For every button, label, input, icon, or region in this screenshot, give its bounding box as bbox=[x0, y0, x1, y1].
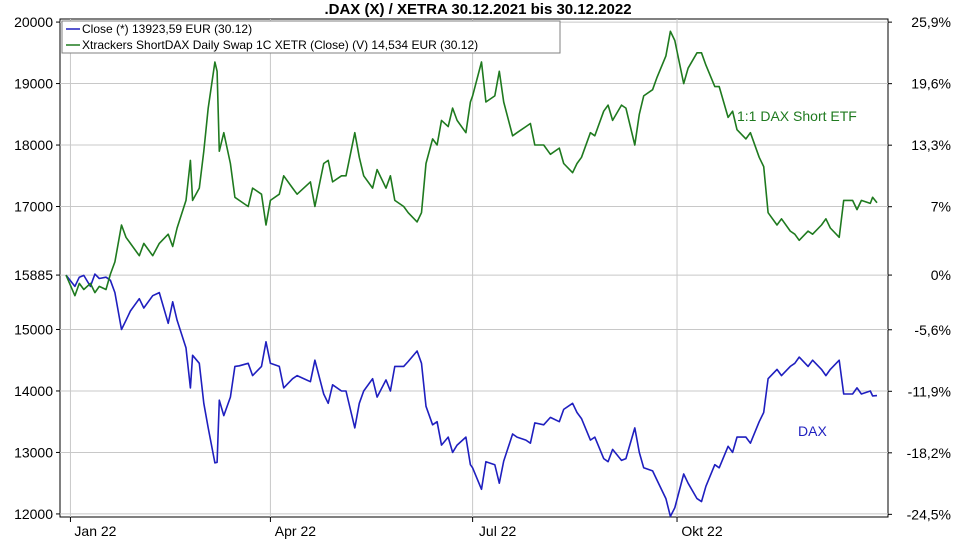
legend-entry-short-etf: Xtrackers ShortDAX Daily Swap 1C XETR (C… bbox=[82, 38, 478, 52]
y-right-tick-label: -18,2% bbox=[907, 445, 951, 461]
x-tick-label: Okt 22 bbox=[681, 523, 722, 539]
plot-area bbox=[59, 18, 889, 518]
y-right-tick-label: -5,6% bbox=[914, 322, 951, 338]
y-right-tick-label: 13,3% bbox=[911, 137, 951, 153]
y-left-tick-label: 19000 bbox=[14, 76, 53, 92]
y-right-tick-label: 7% bbox=[931, 199, 951, 215]
y-left-tick-label: 18000 bbox=[14, 137, 53, 153]
y-right-tick-label: -24,5% bbox=[907, 506, 951, 522]
y-left-tick-label: 12000 bbox=[14, 506, 53, 522]
y-left-tick-label: 15000 bbox=[14, 321, 53, 337]
x-tick-label: Jul 22 bbox=[479, 523, 517, 539]
y-left-tick-label: 17000 bbox=[14, 199, 53, 215]
y-right-tick-label: 0% bbox=[931, 267, 951, 283]
y-left-tick-label: 15885 bbox=[14, 267, 53, 283]
legend-box bbox=[61, 20, 561, 54]
legend: Close (*) 13923,59 EUR (30.12) Xtrackers… bbox=[61, 20, 561, 54]
y-right-tick-label: -11,9% bbox=[908, 383, 951, 399]
y-right-tick-label: 19,6% bbox=[911, 76, 951, 92]
series-label-dax: DAX bbox=[798, 423, 827, 439]
chart-title: .DAX (X) / XETRA 30.12.2021 bis 30.12.20… bbox=[324, 1, 631, 18]
y-axis-right: -24,5% -18,2% -11,9% -5,6% 0% 7% 13,3% 19,6% 25,… bbox=[888, 14, 951, 522]
y-right-tick-label: 25,9% bbox=[911, 14, 951, 30]
y-left-tick-label: 14000 bbox=[14, 383, 53, 399]
legend-entry-dax: Close (*) 13923,59 EUR (30.12) bbox=[82, 22, 252, 36]
y-axis-left: 12000 13000 14000 15000 15885 17000 18000 19000… bbox=[14, 14, 60, 522]
x-tick-label: Jan 22 bbox=[74, 523, 116, 539]
series-line-short-etf bbox=[65, 30, 878, 297]
x-tick-label: Apr 22 bbox=[275, 523, 316, 539]
series-line-dax bbox=[65, 273, 878, 518]
series-label-short-etf: 1:1 DAX Short ETF bbox=[737, 108, 857, 124]
y-left-tick-label: 20000 bbox=[14, 14, 53, 30]
x-axis: Jan 22 Apr 22 Jul 22 Okt 22 bbox=[69, 517, 723, 539]
y-left-tick-label: 13000 bbox=[14, 444, 53, 460]
series-layer bbox=[65, 30, 878, 518]
